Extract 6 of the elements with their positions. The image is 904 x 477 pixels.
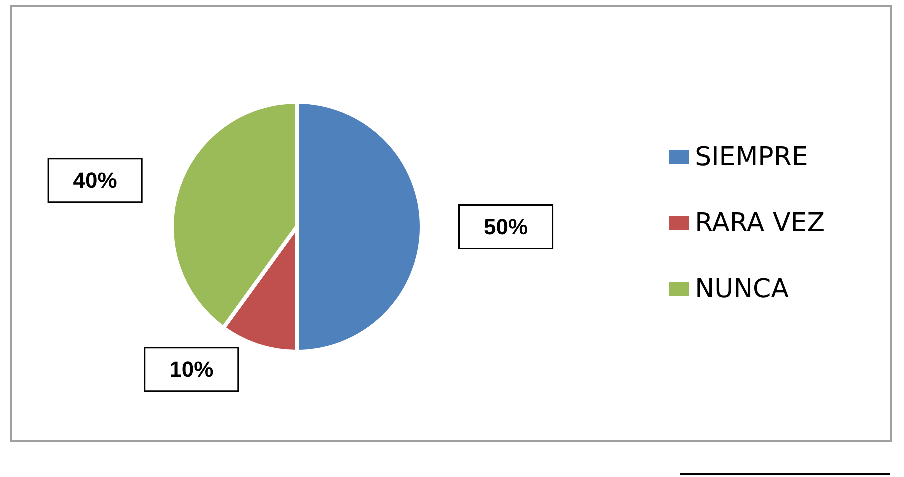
legend-label: NUNCA xyxy=(695,274,790,304)
legend-label: SIEMPRE xyxy=(695,142,808,172)
data-label: 10% xyxy=(170,357,214,382)
legend-label: RARA VEZ xyxy=(695,208,826,238)
data-label: 40% xyxy=(73,168,118,194)
data-label: 50% xyxy=(484,214,528,240)
